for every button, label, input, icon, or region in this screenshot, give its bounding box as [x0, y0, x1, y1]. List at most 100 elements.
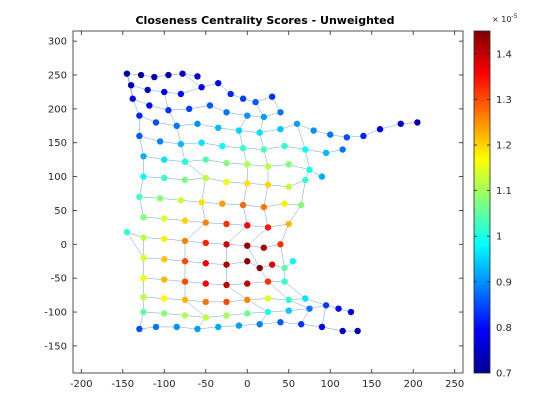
x-axis-ticks: -200 -150 -100 -50 0 50 100 150 200 250	[70, 31, 464, 390]
graph-edge	[247, 183, 269, 185]
graph-edge	[226, 284, 248, 301]
graph-node	[181, 176, 189, 184]
graph-node	[202, 314, 209, 321]
graph-edge	[182, 73, 202, 88]
graph-edge	[379, 123, 401, 130]
graph-node	[123, 70, 131, 77]
graph-node	[215, 79, 222, 87]
graph-node	[310, 127, 317, 134]
graph-node	[281, 264, 288, 272]
graph-node	[260, 113, 268, 121]
graph-edge	[184, 240, 206, 244]
graph-edge	[247, 227, 269, 246]
graph-edge	[226, 261, 248, 265]
graph-node	[347, 308, 355, 316]
graph-node	[281, 200, 288, 207]
graph-edge	[168, 108, 190, 111]
graph-node	[202, 156, 209, 163]
graph-node	[227, 90, 234, 98]
graph-edge	[243, 147, 264, 150]
graph-node	[194, 120, 201, 127]
graph-edge	[263, 207, 269, 228]
graph-node	[260, 146, 268, 153]
y-axis-ticks: 300 250 200 150 100 50 0 -50 -100 -150	[44, 37, 463, 352]
graph-edge	[164, 218, 186, 221]
graph-edge	[288, 164, 310, 171]
graph-edge	[321, 305, 327, 327]
graph-node	[244, 112, 251, 119]
graph-node	[161, 156, 168, 163]
graph-node	[177, 90, 185, 98]
graph-node	[322, 149, 330, 157]
graph-edge	[226, 283, 248, 286]
graph-node	[202, 298, 209, 306]
graph-node	[140, 173, 147, 180]
graph-node	[285, 183, 292, 190]
graph-node	[376, 125, 384, 133]
graph-node	[285, 161, 292, 168]
graph-node	[146, 102, 153, 109]
colorbar-tick-label: 0.8	[496, 323, 512, 334]
graph-node	[223, 241, 230, 248]
graph-node	[354, 327, 361, 335]
y-tick-label: 250	[48, 71, 67, 82]
graph-node	[339, 146, 346, 153]
graph-edge	[184, 281, 206, 284]
graph-node	[181, 296, 189, 304]
graph-edge	[242, 204, 248, 226]
graph-edge	[197, 123, 219, 129]
graph-node	[136, 325, 143, 333]
graph-node	[161, 174, 168, 182]
x-tick-label: 200	[404, 379, 423, 390]
colorbar-tick-label: 0.7	[496, 369, 512, 380]
graph-node	[202, 239, 209, 247]
y-tick-label: 0	[61, 240, 67, 251]
graph-node	[202, 174, 209, 182]
graph-edge	[143, 237, 165, 240]
graph-node	[360, 132, 367, 140]
graph-edge	[288, 308, 310, 311]
graph-edge	[280, 223, 289, 245]
graph-node	[235, 322, 243, 329]
graph-node	[161, 215, 168, 222]
graph-node	[194, 73, 201, 80]
graph-node	[202, 219, 209, 226]
graph-node	[264, 295, 272, 302]
graph-node	[327, 131, 334, 138]
graph-node	[194, 325, 201, 333]
graph-edge	[222, 203, 244, 206]
graph-node	[137, 71, 145, 79]
graph-edge	[164, 238, 186, 242]
graph-node	[202, 260, 209, 267]
graph-edge	[164, 159, 186, 162]
graph-node	[140, 308, 147, 316]
graph-node	[264, 163, 272, 170]
graph-edge	[143, 176, 165, 179]
graph-edge	[143, 311, 165, 314]
colorbar-exponent: × 10-5	[492, 13, 518, 24]
graph-node	[264, 278, 272, 285]
graph-node	[161, 295, 168, 302]
y-tick-label: 100	[48, 172, 67, 183]
graph-edge	[164, 177, 186, 181]
graph-node	[165, 71, 172, 79]
graph-node	[244, 180, 251, 187]
graph-node	[177, 140, 185, 148]
graph-node	[202, 280, 209, 287]
graph-node	[198, 84, 205, 91]
x-tick-label: -200	[70, 379, 93, 390]
graph-edge	[247, 164, 269, 167]
graph-node	[277, 109, 284, 116]
graph-node	[173, 122, 180, 130]
graph-edge	[300, 179, 306, 206]
graph-node	[252, 98, 259, 106]
graph-node	[219, 200, 226, 207]
graph-edge	[176, 326, 198, 330]
graph-node	[260, 244, 268, 251]
graph-node	[289, 258, 297, 265]
colorbar-tick-label: 0.9	[496, 277, 512, 288]
graph-node	[414, 119, 421, 126]
graph-edge	[267, 281, 289, 301]
graph-edge	[184, 177, 206, 181]
